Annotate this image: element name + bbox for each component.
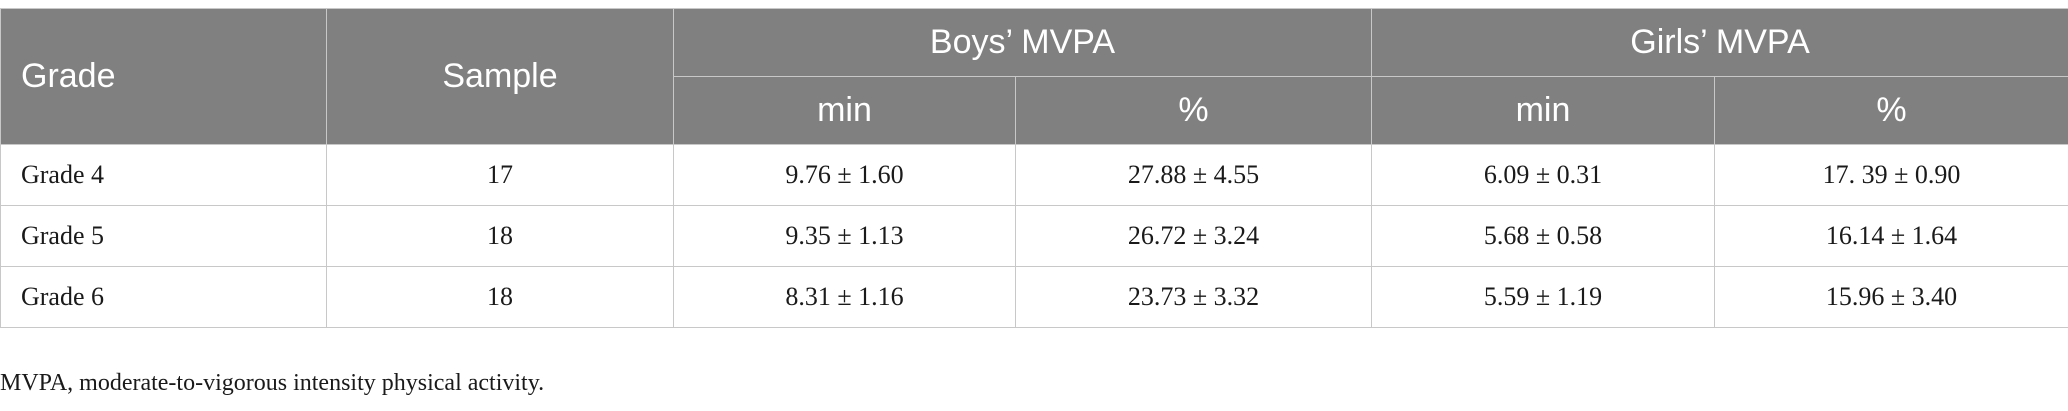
cell-boys-min: 8.31 ± 1.16	[673, 266, 1016, 328]
cell-grade: Grade 5	[0, 205, 327, 267]
table-body: Grade 4 17 9.76 ± 1.60 27.88 ± 4.55 6.09…	[0, 144, 2068, 328]
cell-grade: Grade 6	[0, 266, 327, 328]
cell-boys-pct: 26.72 ± 3.24	[1014, 205, 1373, 267]
header-row-1: Grade Sample Boys’ MVPA Girls’ MVPA	[0, 8, 2068, 145]
table-row: Grade 5 18 9.35 ± 1.13 26.72 ± 3.24 5.68…	[0, 205, 2068, 267]
header-boys-mvpa: Boys’ MVPA	[672, 8, 1373, 77]
table-row: Grade 6 18 8.31 ± 1.16 23.73 ± 3.32 5.59…	[0, 266, 2068, 328]
header-sample: Sample	[326, 8, 674, 145]
header-row-2: min % min %	[1, 76, 2068, 145]
cell-sample: 18	[326, 205, 674, 267]
cell-grade: Grade 4	[0, 144, 327, 206]
table-row: Grade 4 17 9.76 ± 1.60 27.88 ± 4.55 6.09…	[0, 144, 2068, 206]
cell-girls-pct: 16.14 ± 1.64	[1714, 205, 2068, 267]
cell-boys-min: 9.35 ± 1.13	[673, 205, 1016, 267]
cell-sample: 17	[326, 144, 674, 206]
header-grade: Grade	[0, 8, 327, 145]
cell-boys-pct: 23.73 ± 3.32	[1014, 266, 1373, 328]
cell-girls-pct: 17. 39 ± 0.90	[1714, 144, 2068, 206]
header-boys-min: min	[673, 76, 1016, 145]
header-girls-min: min	[1371, 76, 1716, 145]
header-girls-pct: %	[1714, 76, 2068, 145]
table-footnote: MVPA, moderate-to-vigorous intensity phy…	[0, 370, 545, 396]
cell-boys-min: 9.76 ± 1.60	[673, 144, 1016, 206]
cell-girls-min: 5.59 ± 1.19	[1371, 266, 1716, 328]
table-header: Grade Sample Boys’ MVPA Girls’ MVPA min …	[0, 8, 2068, 145]
cell-girls-min: 5.68 ± 0.58	[1371, 205, 1716, 267]
cell-boys-pct: 27.88 ± 4.55	[1014, 144, 1373, 206]
header-girls-mvpa: Girls’ MVPA	[1371, 8, 2068, 77]
cell-girls-pct: 15.96 ± 3.40	[1714, 266, 2068, 328]
mvpa-table: Grade Sample Boys’ MVPA Girls’ MVPA min …	[0, 8, 2068, 328]
cell-sample: 18	[326, 266, 674, 328]
cell-girls-min: 6.09 ± 0.31	[1371, 144, 1716, 206]
header-boys-pct: %	[1014, 76, 1373, 145]
mvpa-table-container: Grade Sample Boys’ MVPA Girls’ MVPA min …	[0, 8, 2068, 328]
